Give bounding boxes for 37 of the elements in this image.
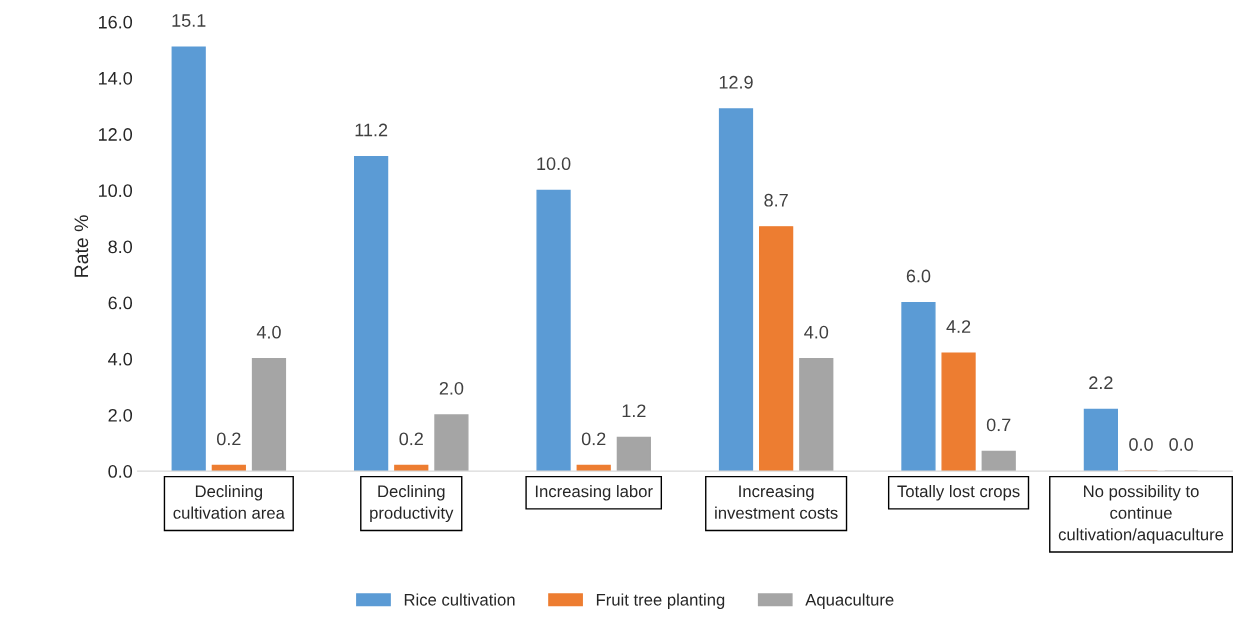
- x-tick-label: Increasing investment costs: [715, 485, 838, 519]
- y-axis-title: Rate %: [74, 215, 89, 277]
- data-label: 2.0: [439, 381, 464, 395]
- y-tick-label: 2.0: [108, 408, 133, 422]
- x-tick-label: Declining cultivation area: [173, 485, 285, 519]
- data-label: 1.2: [622, 404, 646, 418]
- y-tick-label: 16.0: [98, 15, 133, 29]
- data-label: 6.0: [906, 269, 931, 283]
- data-label: 0.2: [581, 432, 606, 446]
- data-label: 0.0: [1129, 438, 1153, 451]
- data-label: 11.2: [355, 123, 388, 137]
- x-tick-label: Totally lost crops: [897, 485, 1020, 501]
- x-tick-label: Declining productivity: [370, 485, 454, 523]
- y-tick-label: 6.0: [108, 296, 133, 310]
- data-label: 15.1: [172, 14, 206, 27]
- data-label: 0.2: [399, 432, 423, 446]
- data-label: 12.9: [719, 75, 753, 89]
- y-tick-label: 14.0: [98, 71, 133, 85]
- x-tick-label: No possibility to continue cultivation/aquaculture: [1058, 485, 1224, 544]
- data-label: 8.7: [764, 193, 788, 207]
- data-label: 4.2: [946, 320, 971, 333]
- y-tick-label: 4.0: [108, 352, 133, 366]
- data-label: 4.0: [804, 325, 829, 339]
- y-tick-label: 0.0: [108, 465, 133, 478]
- legend-label: Rice cultivation: [404, 593, 515, 606]
- data-label: 0.2: [216, 432, 241, 446]
- data-label: 2.2: [1089, 376, 1113, 389]
- data-label: 0.0: [1169, 438, 1193, 451]
- y-tick-label: 8.0: [108, 240, 133, 254]
- legend-label: Aquaculture: [805, 593, 894, 609]
- legend-label: Fruit tree planting: [596, 593, 725, 609]
- data-label: 0.7: [986, 418, 1011, 432]
- y-tick-label: 10.0: [98, 184, 133, 198]
- data-label: 4.0: [256, 325, 281, 339]
- y-tick-label: 12.0: [98, 128, 133, 141]
- data-label: 10.0: [537, 157, 571, 171]
- x-tick-label: Increasing labor: [535, 485, 653, 501]
